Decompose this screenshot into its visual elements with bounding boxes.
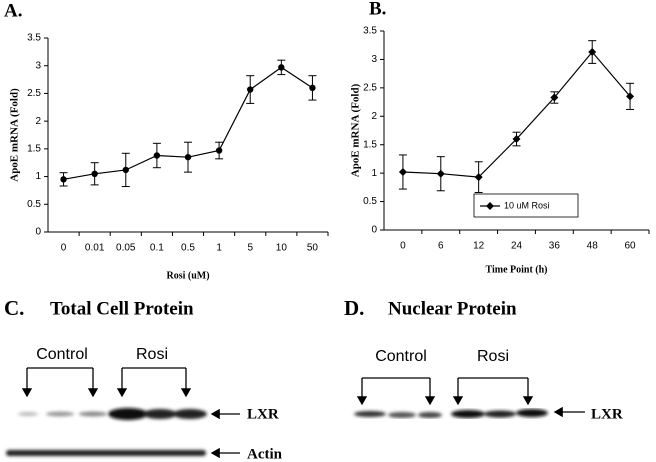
marker bbox=[550, 93, 559, 102]
x-axis-title: Time Point (h) bbox=[485, 264, 547, 275]
marker bbox=[215, 147, 223, 154]
marker bbox=[398, 168, 407, 177]
y-tick-label: 3 bbox=[35, 60, 41, 71]
legend-label: 10 uM Rosi bbox=[504, 200, 550, 210]
x-tick-label: 10 bbox=[276, 243, 288, 254]
y-tick-label: 2.5 bbox=[27, 88, 41, 99]
marker bbox=[278, 64, 285, 71]
blot-panel-c: C. Total Cell Protein Control Rosi LXR A… bbox=[4, 296, 283, 462]
group-label: Rosi bbox=[136, 346, 168, 363]
y-axis-title: ApoE mRNA (Fold) bbox=[350, 83, 362, 177]
row-label: LXR bbox=[247, 406, 279, 422]
x-tick-label: 0 bbox=[400, 241, 406, 252]
marker bbox=[60, 176, 67, 183]
marker bbox=[588, 48, 597, 57]
panel-title: Total Cell Protein bbox=[50, 298, 194, 319]
line bbox=[402, 51, 631, 178]
panel-label: C. bbox=[4, 296, 24, 320]
marker bbox=[436, 169, 445, 178]
panel-label: B. bbox=[369, 0, 386, 19]
y-tick-label: 1.5 bbox=[27, 143, 41, 154]
y-tick-label: 2 bbox=[35, 116, 41, 127]
y-tick-label: 2 bbox=[371, 111, 377, 122]
x-tick-label: 60 bbox=[625, 241, 637, 252]
x-tick-label: 0 bbox=[61, 243, 67, 254]
group-label: Rosi bbox=[477, 348, 509, 365]
y-tick-label: 0 bbox=[35, 227, 41, 238]
brackets bbox=[356, 377, 534, 406]
marker bbox=[247, 86, 254, 93]
bands bbox=[6, 408, 207, 456]
x-tick-label: 12 bbox=[473, 241, 485, 252]
x-tick-label: 48 bbox=[587, 241, 599, 252]
y-axis-title: ApoE mRNA (Fold) bbox=[9, 88, 21, 182]
x-tick-label: 1 bbox=[216, 243, 222, 254]
legend bbox=[473, 193, 579, 218]
marker bbox=[122, 166, 129, 174]
y-tick-label: 2.5 bbox=[363, 82, 377, 93]
y-tick-label: 0.5 bbox=[363, 196, 377, 207]
y-tick-label: 0 bbox=[371, 225, 377, 236]
y-tick-label: 3.5 bbox=[363, 26, 377, 37]
x-tick-label: 6 bbox=[438, 241, 444, 252]
panel-label: A. bbox=[4, 0, 22, 21]
marker bbox=[153, 152, 161, 159]
x-tick-label: 0.05 bbox=[116, 243, 136, 254]
y-tick-label: 1 bbox=[35, 171, 41, 182]
brackets bbox=[21, 367, 192, 398]
y-tick-label: 3 bbox=[371, 54, 377, 65]
x-axis-title: Rosi (uM) bbox=[166, 270, 209, 281]
x-tick-label: 24 bbox=[511, 241, 523, 252]
bands bbox=[354, 409, 548, 418]
marker bbox=[91, 170, 98, 177]
y-tick-label: 3.5 bbox=[27, 33, 41, 44]
marker bbox=[486, 202, 494, 210]
y-tick-label: 1 bbox=[371, 168, 377, 179]
panel-label: D. bbox=[344, 296, 364, 320]
marker bbox=[309, 84, 316, 92]
panel-title: Nuclear Protein bbox=[388, 298, 517, 319]
x-tick-label: 36 bbox=[549, 241, 561, 252]
y-tick-label: 1.5 bbox=[363, 139, 377, 150]
group-label: Control bbox=[36, 346, 88, 363]
x-tick-label: 5 bbox=[247, 243, 253, 254]
row-label: LXR bbox=[591, 406, 623, 422]
x-tick-label: 0.5 bbox=[181, 243, 195, 254]
blot-panel-d: D. Nuclear Protein Control Rosi LXR bbox=[344, 296, 623, 423]
x-tick-label: 0.1 bbox=[150, 243, 164, 254]
marker bbox=[626, 92, 635, 101]
marker bbox=[512, 135, 521, 144]
row-label: Actin bbox=[247, 446, 283, 462]
group-label: Control bbox=[375, 348, 427, 365]
x-tick-label: 0.01 bbox=[85, 243, 105, 254]
x-tick-label: 50 bbox=[307, 243, 319, 254]
marker bbox=[184, 153, 192, 161]
y-tick-label: 0.5 bbox=[27, 199, 41, 210]
marker bbox=[474, 173, 483, 182]
